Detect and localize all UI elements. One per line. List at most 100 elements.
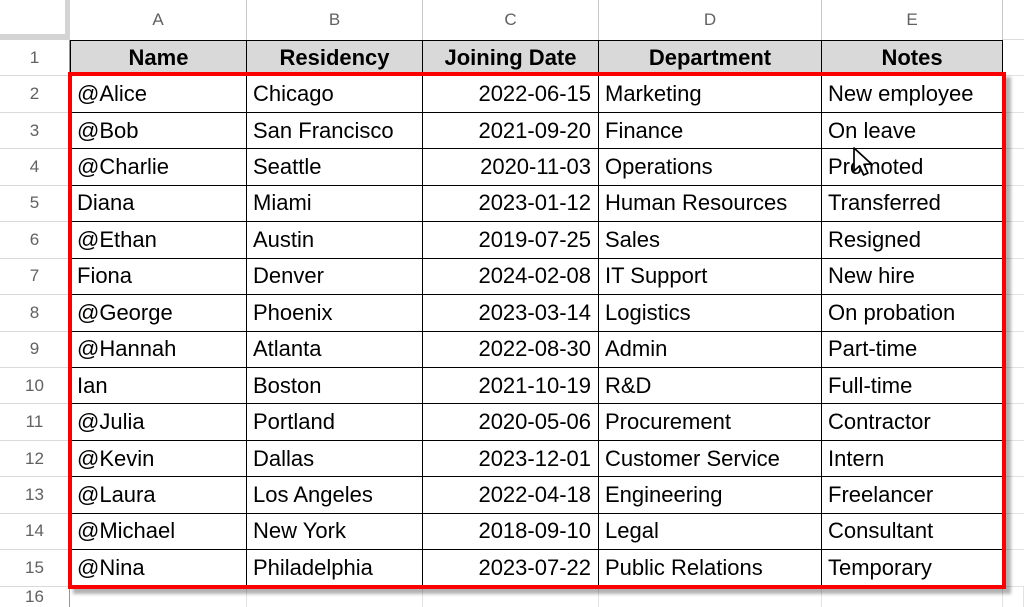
cell-e4[interactable]: Promoted bbox=[822, 149, 1003, 186]
cell-b6[interactable]: Austin bbox=[247, 222, 423, 259]
cell-c4[interactable]: 2020-11-03 bbox=[423, 149, 599, 186]
cell-c3[interactable]: 2021-09-20 bbox=[423, 112, 599, 150]
cell-a7[interactable]: Fiona bbox=[70, 258, 247, 296]
cell-b13[interactable]: Los Angeles bbox=[247, 477, 423, 514]
row-header-6[interactable]: 6 bbox=[0, 222, 70, 259]
header-cell-b1[interactable]: Residency bbox=[247, 40, 423, 77]
cell-e13[interactable]: Freelancer bbox=[822, 477, 1003, 514]
cell-d11[interactable]: Procurement bbox=[599, 404, 822, 441]
cell-b10[interactable]: Boston bbox=[247, 367, 423, 405]
cell-e15[interactable]: Temporary bbox=[822, 550, 1003, 587]
cell-a5[interactable]: Diana bbox=[70, 185, 247, 223]
row-header-8[interactable]: 8 bbox=[0, 295, 70, 332]
row-header-12[interactable]: 12 bbox=[0, 440, 70, 478]
header-cell-d1[interactable]: Department bbox=[599, 40, 822, 77]
cell-b15[interactable]: Philadelphia bbox=[247, 550, 423, 587]
cell-b11[interactable]: Portland bbox=[247, 404, 423, 441]
cell-e8[interactable]: On probation bbox=[822, 295, 1003, 332]
row-header-2[interactable]: 2 bbox=[0, 76, 70, 113]
cell-d8[interactable]: Logistics bbox=[599, 295, 822, 332]
cell-a4[interactable]: @Charlie bbox=[70, 149, 247, 186]
cell-a15[interactable]: @Nina bbox=[70, 550, 247, 587]
cell-d2[interactable]: Marketing bbox=[599, 76, 822, 113]
cell-b3[interactable]: San Francisco bbox=[247, 112, 423, 150]
cell-d4[interactable]: Operations bbox=[599, 149, 822, 186]
select-all-corner[interactable] bbox=[0, 0, 70, 40]
cell-a9[interactable]: @Hannah bbox=[70, 331, 247, 368]
row-header-4[interactable]: 4 bbox=[0, 149, 70, 186]
column-header-c[interactable]: C bbox=[423, 0, 599, 40]
cell-c7[interactable]: 2024-02-08 bbox=[423, 258, 599, 296]
row-header-3[interactable]: 3 bbox=[0, 112, 70, 150]
cell-c12[interactable]: 2023-12-01 bbox=[423, 440, 599, 478]
cell-empty-row16[interactable] bbox=[70, 586, 247, 607]
row-header-7[interactable]: 7 bbox=[0, 258, 70, 296]
cell-d6[interactable]: Sales bbox=[599, 222, 822, 259]
cell-d13[interactable]: Engineering bbox=[599, 477, 822, 514]
cell-e9[interactable]: Part-time bbox=[822, 331, 1003, 368]
cell-b7[interactable]: Denver bbox=[247, 258, 423, 296]
cell-b4[interactable]: Seattle bbox=[247, 149, 423, 186]
cell-c2[interactable]: 2022-06-15 bbox=[423, 76, 599, 113]
row-header-16[interactable]: 16 bbox=[0, 586, 70, 607]
cell-d14[interactable]: Legal bbox=[599, 513, 822, 551]
row-header-1[interactable]: 1 bbox=[0, 40, 70, 77]
cell-c15[interactable]: 2023-07-22 bbox=[423, 550, 599, 587]
cell-c6[interactable]: 2019-07-25 bbox=[423, 222, 599, 259]
cell-d15[interactable]: Public Relations bbox=[599, 550, 822, 587]
cell-c11[interactable]: 2020-05-06 bbox=[423, 404, 599, 441]
cell-a13[interactable]: @Laura bbox=[70, 477, 247, 514]
cell-e10[interactable]: Full-time bbox=[822, 367, 1003, 405]
cell-empty-row16[interactable] bbox=[599, 586, 822, 607]
cell-c5[interactable]: 2023-01-12 bbox=[423, 185, 599, 223]
cell-d10[interactable]: R&D bbox=[599, 367, 822, 405]
cell-c9[interactable]: 2022-08-30 bbox=[423, 331, 599, 368]
cell-e5[interactable]: Transferred bbox=[822, 185, 1003, 223]
cell-a2[interactable]: @Alice bbox=[70, 76, 247, 113]
cell-c13[interactable]: 2022-04-18 bbox=[423, 477, 599, 514]
cell-c10[interactable]: 2021-10-19 bbox=[423, 367, 599, 405]
cell-empty-row16[interactable] bbox=[1003, 586, 1024, 607]
header-cell-a1[interactable]: Name bbox=[70, 40, 247, 77]
column-header-e[interactable]: E bbox=[822, 0, 1003, 40]
cell-a11[interactable]: @Julia bbox=[70, 404, 247, 441]
cell-b5[interactable]: Miami bbox=[247, 185, 423, 223]
cell-a3[interactable]: @Bob bbox=[70, 112, 247, 150]
cell-b12[interactable]: Dallas bbox=[247, 440, 423, 478]
cell-b9[interactable]: Atlanta bbox=[247, 331, 423, 368]
header-cell-c1[interactable]: Joining Date bbox=[423, 40, 599, 77]
cell-empty-row16[interactable] bbox=[822, 586, 1003, 607]
cell-c14[interactable]: 2018-09-10 bbox=[423, 513, 599, 551]
cell-empty-row16[interactable] bbox=[423, 586, 599, 607]
cell-d9[interactable]: Admin bbox=[599, 331, 822, 368]
row-header-13[interactable]: 13 bbox=[0, 477, 70, 514]
cell-e6[interactable]: Resigned bbox=[822, 222, 1003, 259]
row-header-15[interactable]: 15 bbox=[0, 550, 70, 587]
cell-b8[interactable]: Phoenix bbox=[247, 295, 423, 332]
row-header-11[interactable]: 11 bbox=[0, 404, 70, 441]
cell-a10[interactable]: Ian bbox=[70, 367, 247, 405]
cell-a6[interactable]: @Ethan bbox=[70, 222, 247, 259]
row-header-9[interactable]: 9 bbox=[0, 331, 70, 368]
cell-d12[interactable]: Customer Service bbox=[599, 440, 822, 478]
cell-a14[interactable]: @Michael bbox=[70, 513, 247, 551]
cell-e12[interactable]: Intern bbox=[822, 440, 1003, 478]
row-header-10[interactable]: 10 bbox=[0, 367, 70, 405]
row-header-5[interactable]: 5 bbox=[0, 185, 70, 223]
row-header-14[interactable]: 14 bbox=[0, 513, 70, 551]
cell-d7[interactable]: IT Support bbox=[599, 258, 822, 296]
cell-e7[interactable]: New hire bbox=[822, 258, 1003, 296]
header-cell-e1[interactable]: Notes bbox=[822, 40, 1003, 77]
cell-e11[interactable]: Contractor bbox=[822, 404, 1003, 441]
cell-b2[interactable]: Chicago bbox=[247, 76, 423, 113]
column-header-b[interactable]: B bbox=[247, 0, 423, 40]
cell-d3[interactable]: Finance bbox=[599, 112, 822, 150]
cell-d5[interactable]: Human Resources bbox=[599, 185, 822, 223]
column-header-d[interactable]: D bbox=[599, 0, 822, 40]
cell-b14[interactable]: New York bbox=[247, 513, 423, 551]
cell-e3[interactable]: On leave bbox=[822, 112, 1003, 150]
cell-a12[interactable]: @Kevin bbox=[70, 440, 247, 478]
cell-e14[interactable]: Consultant bbox=[822, 513, 1003, 551]
column-header-a[interactable]: A bbox=[70, 0, 247, 40]
cell-c8[interactable]: 2023-03-14 bbox=[423, 295, 599, 332]
